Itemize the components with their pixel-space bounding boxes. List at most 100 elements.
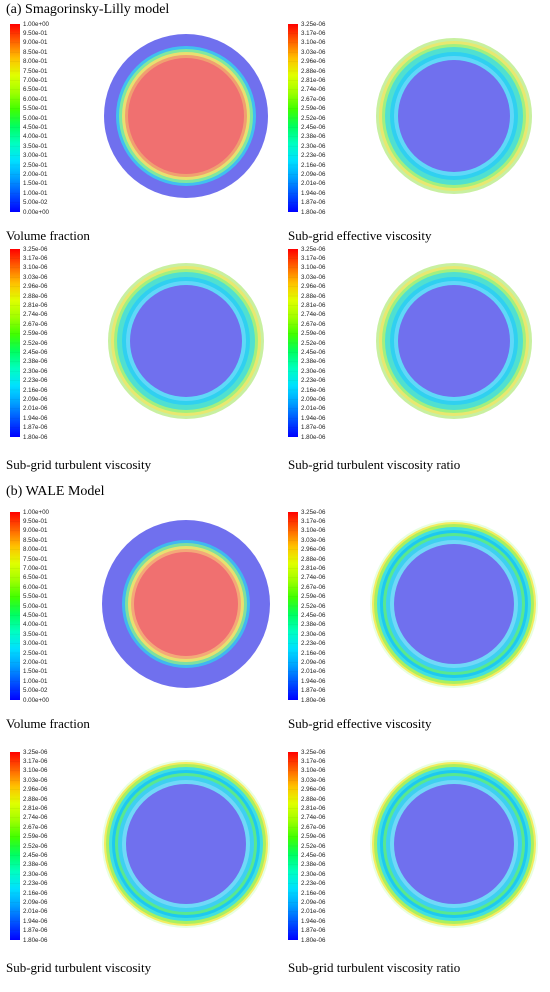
colorbar-tick-label: 2.59e-06	[301, 330, 326, 338]
colorbar-tick-label: 9.50e-01	[23, 517, 48, 525]
colorbar-tick-label: 2.23e-06	[23, 880, 48, 888]
colorbar-tick-label: 2.88e-06	[301, 555, 326, 563]
colorbar-tick-label: 0.00e+00	[23, 208, 49, 216]
colorbar-tick-label: 1.00e+00	[23, 508, 49, 516]
colorbar-tick-label: 1.80e-06	[301, 696, 326, 704]
colorbar-tick-label: 2.67e-06	[301, 583, 326, 591]
colorbar-tick-label: 2.88e-06	[23, 292, 48, 300]
colorbar-tick-label: 2.50e-01	[23, 161, 48, 169]
colorbar-tick-label: 2.38e-06	[23, 358, 48, 366]
colorbar-tick-label: 3.03e-06	[301, 776, 326, 784]
colorbar-tick-label: 2.52e-06	[301, 339, 326, 347]
colorbar-tick-label: 2.16e-06	[301, 386, 326, 394]
colorbar-tick-label: 2.74e-06	[301, 814, 326, 822]
colorbar-tick-label: 5.50e-01	[23, 105, 48, 113]
colorbar-tick-label: 2.59e-06	[301, 833, 326, 841]
colorbar-tick-label: 4.00e-01	[23, 621, 48, 629]
colorbar-tick-label: 1.80e-06	[301, 433, 326, 441]
colorbar-gradient	[288, 24, 298, 212]
panel-caption: Sub-grid effective viscosity	[288, 228, 432, 243]
contour-panel: 3.25e-06 3.17e-06 3.10e-06 3.03e-06 2.96e-06…	[6, 748, 280, 988]
panel-caption: Sub-grid turbulent viscosity ratio	[288, 960, 461, 975]
colorbar-tick-label: 1.94e-06	[301, 189, 326, 197]
colorbar-tick-label: 3.17e-06	[301, 517, 326, 525]
colorbar-tick-label: 1.80e-06	[301, 936, 326, 944]
colorbar-tick-label: 2.96e-06	[301, 58, 326, 66]
colorbar-tick-label: 1.87e-06	[23, 424, 48, 432]
colorbar-tick-label: 2.00e-01	[23, 170, 48, 178]
colorbar-tick-label: 3.50e-01	[23, 630, 48, 638]
colorbar-tick-label: 2.96e-06	[301, 283, 326, 291]
colorbar-tick-label: 2.52e-06	[301, 114, 326, 122]
colorbar-tick-label: 3.17e-06	[301, 757, 326, 765]
contour-panel: 1.00e+00 9.50e-01 9.00e-01 8.50e-01 8.00e-01…	[6, 20, 280, 260]
colorbar-tick-label: 2.59e-06	[23, 833, 48, 841]
colorbar-tick-label: 2.23e-06	[301, 640, 326, 648]
colorbar-tick-label: 2.30e-06	[301, 142, 326, 150]
colorbar-tick-label: 5.50e-01	[23, 593, 48, 601]
colorbar-tick-label: 1.94e-06	[301, 677, 326, 685]
colorbar-tick-label: 3.25e-06	[23, 748, 48, 756]
colorbar-tick-label: 1.87e-06	[301, 687, 326, 695]
colorbar-tick-label: 1.94e-06	[301, 414, 326, 422]
colorbar-tick-label: 3.00e-01	[23, 152, 48, 160]
contour-ring	[128, 58, 244, 174]
colorbar-tick-label: 2.16e-06	[23, 889, 48, 897]
colorbar-tick-label: 2.09e-06	[301, 898, 326, 906]
colorbar-tick-label: 1.80e-06	[301, 208, 326, 216]
colorbar-tick-label: 2.96e-06	[23, 283, 48, 291]
colorbar-tick-label: 2.01e-06	[301, 405, 326, 413]
section-title-a: (a) Smagorinsky-Lilly model	[6, 2, 170, 17]
contour-ring	[398, 60, 510, 172]
contour-panel: 3.25e-06 3.17e-06 3.10e-06 3.03e-06 2.96e-06…	[288, 245, 550, 485]
colorbar-tick-label: 1.80e-06	[23, 433, 48, 441]
colorbar-tick-label: 2.88e-06	[301, 67, 326, 75]
colorbar-tick-label: 2.23e-06	[301, 377, 326, 385]
colorbar-tick-label: 2.67e-06	[23, 320, 48, 328]
colorbar-tick-label: 2.74e-06	[23, 814, 48, 822]
colorbar-tick-label: 2.09e-06	[301, 395, 326, 403]
section-title-b: (b) WALE Model	[6, 484, 105, 499]
colorbar-tick-label: 2.81e-06	[301, 76, 326, 84]
colorbar-tick-label: 2.96e-06	[301, 786, 326, 794]
colorbar-tick-label: 2.38e-06	[301, 358, 326, 366]
viscosity-contour	[370, 760, 538, 928]
viscosity-contour	[376, 263, 532, 419]
colorbar-tick-label: 3.50e-01	[23, 142, 48, 150]
contour-ring	[394, 784, 514, 904]
colorbar-tick-label: 3.25e-06	[301, 20, 326, 28]
colorbar-tick-label: 1.87e-06	[301, 927, 326, 935]
colorbar-tick-label: 3.03e-06	[23, 776, 48, 784]
colorbar-tick-label: 2.09e-06	[301, 170, 326, 178]
colorbar-tick-label: 2.16e-06	[301, 161, 326, 169]
contour-panel: 3.25e-06 3.17e-06 3.10e-06 3.03e-06 2.96e-06…	[288, 748, 550, 988]
colorbar-tick-label: 6.00e-01	[23, 583, 48, 591]
colorbar-tick-label: 3.03e-06	[301, 48, 326, 56]
viscosity-contour	[376, 38, 532, 194]
colorbar-tick-label: 1.87e-06	[301, 424, 326, 432]
colorbar-gradient	[10, 512, 20, 700]
colorbar-tick-label: 1.00e+00	[23, 20, 49, 28]
colorbar-tick-label: 9.50e-01	[23, 29, 48, 37]
colorbar-tick-label: 2.01e-06	[23, 908, 48, 916]
colorbar-tick-label: 2.59e-06	[23, 330, 48, 338]
volume-fraction-contour	[104, 34, 268, 198]
colorbar-tick-label: 2.81e-06	[301, 804, 326, 812]
colorbar-tick-label: 7.00e-01	[23, 564, 48, 572]
colorbar-tick-label: 6.00e-01	[23, 95, 48, 103]
colorbar-tick-label: 2.67e-06	[301, 823, 326, 831]
colorbar-tick-label: 2.52e-06	[23, 339, 48, 347]
colorbar-tick-label: 3.03e-06	[301, 536, 326, 544]
colorbar-tick-label: 2.45e-06	[23, 348, 48, 356]
colorbar-tick-label: 2.30e-06	[301, 630, 326, 638]
colorbar-tick-label: 2.30e-06	[23, 870, 48, 878]
colorbar-tick-label: 3.25e-06	[23, 245, 48, 253]
colorbar-tick-label: 6.50e-01	[23, 86, 48, 94]
colorbar-tick-label: 2.01e-06	[301, 668, 326, 676]
colorbar-tick-label: 2.96e-06	[23, 786, 48, 794]
colorbar-tick-label: 2.23e-06	[301, 880, 326, 888]
contour-ring	[126, 784, 246, 904]
colorbar-tick-label: 4.50e-01	[23, 123, 48, 131]
colorbar-tick-label: 2.67e-06	[23, 823, 48, 831]
colorbar-tick-label: 3.17e-06	[23, 254, 48, 262]
